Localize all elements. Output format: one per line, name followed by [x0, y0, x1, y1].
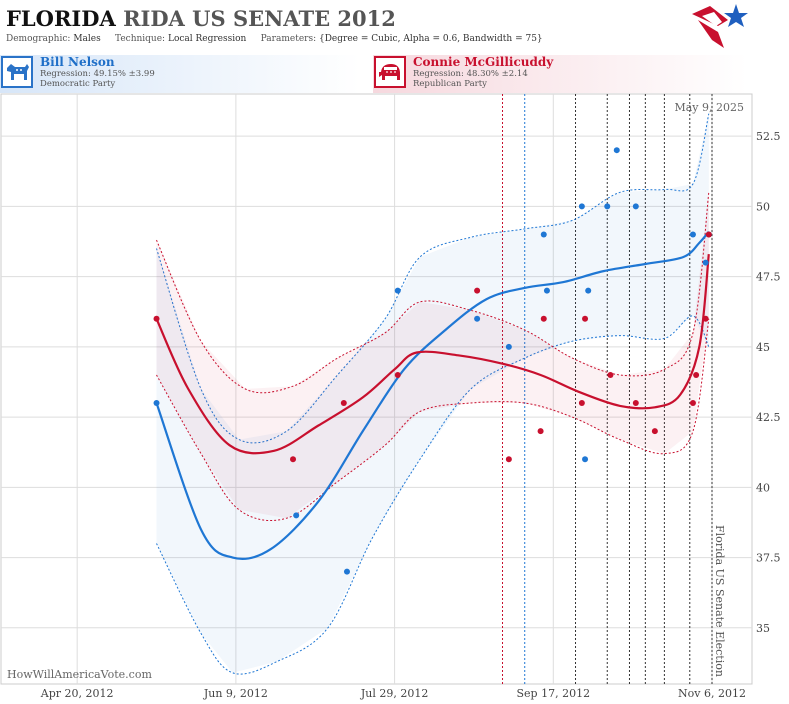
data-point-dem — [474, 315, 481, 322]
date-stamp: May 9, 2025 — [674, 101, 744, 114]
data-point-rep — [689, 400, 696, 407]
dem-name: Bill Nelson — [40, 55, 115, 69]
rep-regression: Regression: 48.30% ±2.14 — [413, 69, 528, 79]
x-tick-label: Sep 17, 2012 — [517, 687, 591, 700]
site-logo-icon — [692, 4, 748, 48]
data-point-dem — [543, 287, 550, 294]
x-tick-label: Jul 29, 2012 — [360, 687, 429, 700]
data-point-rep — [607, 371, 614, 378]
candidate-bar: Bill Nelson Regression: 49.15% ±3.99 Dem… — [0, 55, 789, 93]
title-race: RIDA US SENATE 2012 — [123, 6, 396, 31]
data-point-dem — [540, 231, 547, 238]
candidate-rep: Connie McGillicuddy Regression: 48.30% ±… — [373, 55, 789, 93]
data-point-dem — [578, 203, 585, 210]
data-point-dem — [702, 259, 709, 266]
trend-lines — [155, 230, 710, 561]
donkey-icon — [1, 56, 33, 88]
y-tick-label: 37.5 — [756, 552, 781, 565]
data-point-dem — [343, 568, 350, 575]
data-point-rep — [394, 371, 401, 378]
band-upper-rep — [156, 192, 710, 394]
demographic-value: Males — [73, 34, 101, 44]
x-tick-label: Apr 20, 2012 — [40, 687, 114, 700]
y-tick-label: 42.5 — [756, 411, 781, 424]
data-point-dem — [613, 147, 620, 154]
demographic-label: Demographic: — [6, 34, 71, 44]
plot-area — [0, 93, 753, 685]
election-label: Florida US Senate Election — [713, 525, 726, 677]
data-point-rep — [540, 315, 547, 322]
data-point-dem — [585, 287, 592, 294]
data-point-rep — [537, 428, 544, 435]
y-tick-label: 45 — [756, 341, 770, 354]
band-fill-rep — [156, 192, 709, 519]
rep-name: Connie McGillicuddy — [413, 55, 554, 69]
chart-title: FLORIDA RIDA US SENATE 2012 — [6, 6, 396, 31]
trend-line-dem — [155, 230, 710, 561]
title-state: FLORIDA — [6, 6, 116, 31]
band-fill-dem — [156, 113, 709, 673]
data-point-rep — [340, 400, 347, 407]
chart-header: FLORIDA RIDA US SENATE 2012 Demographic:… — [0, 0, 789, 52]
data-point-rep — [153, 315, 160, 322]
data-point-dem — [505, 343, 512, 350]
data-point-rep — [582, 315, 589, 322]
data-point-dem — [632, 203, 639, 210]
data-point-rep — [578, 400, 585, 407]
y-tick-label: 35 — [756, 622, 770, 635]
trend-line-rep — [155, 253, 710, 455]
y-tick-label: 47.5 — [756, 271, 781, 284]
y-tick-label: 50 — [756, 200, 770, 213]
data-point-rep — [505, 456, 512, 463]
data-point-rep — [702, 315, 709, 322]
data-point-rep — [651, 428, 658, 435]
band-lower-dem — [156, 315, 710, 675]
data-point-rep — [474, 287, 481, 294]
data-point-dem — [582, 456, 589, 463]
confidence-bands — [156, 113, 710, 675]
technique-label: Technique: — [115, 34, 166, 44]
elephant-icon — [374, 56, 406, 88]
data-point-rep — [705, 231, 712, 238]
y-tick-label: 52.5 — [756, 130, 781, 143]
data-point-dem — [394, 287, 401, 294]
x-tick-label: Nov 6, 2012 — [678, 687, 746, 700]
candidate-dem: Bill Nelson Regression: 49.15% ±3.99 Dem… — [0, 55, 400, 93]
poll-chart: 35 37.5 40 42.5 45 47.5 50 52.5 Apr 20, 2012 Jun… — [0, 93, 781, 700]
data-point-rep — [632, 400, 639, 407]
parameters-label: Parameters: — [260, 34, 317, 44]
data-point-dem — [293, 512, 300, 519]
watermark: HowWillAmericaVote.com — [7, 668, 152, 681]
data-point-dem — [689, 231, 696, 238]
data-point-dem — [604, 203, 611, 210]
technique-value: Local Regression — [167, 34, 247, 44]
poll-points — [153, 147, 712, 575]
data-point-rep — [693, 371, 700, 378]
data-point-rep — [290, 456, 297, 463]
parameters-line: Demographic: Males Technique: Local Regr… — [6, 34, 543, 44]
x-tick-label: Jun 9, 2012 — [203, 687, 268, 700]
rep-party: Republican Party — [413, 79, 487, 89]
grid-lines — [1, 94, 752, 684]
x-axis-ticks: Apr 20, 2012 Jun 9, 2012 Jul 29, 2012 Sep 1… — [40, 687, 746, 700]
dem-regression: Regression: 49.15% ±3.99 — [40, 69, 155, 79]
parameters-value: {Degree = Cubic, Alpha = 0.6, Bandwidth … — [318, 34, 543, 44]
dem-party: Democratic Party — [40, 79, 116, 89]
y-tick-label: 40 — [756, 481, 770, 494]
y-axis-ticks: 35 37.5 40 42.5 45 47.5 50 52.5 — [756, 130, 781, 635]
data-point-dem — [153, 400, 160, 407]
